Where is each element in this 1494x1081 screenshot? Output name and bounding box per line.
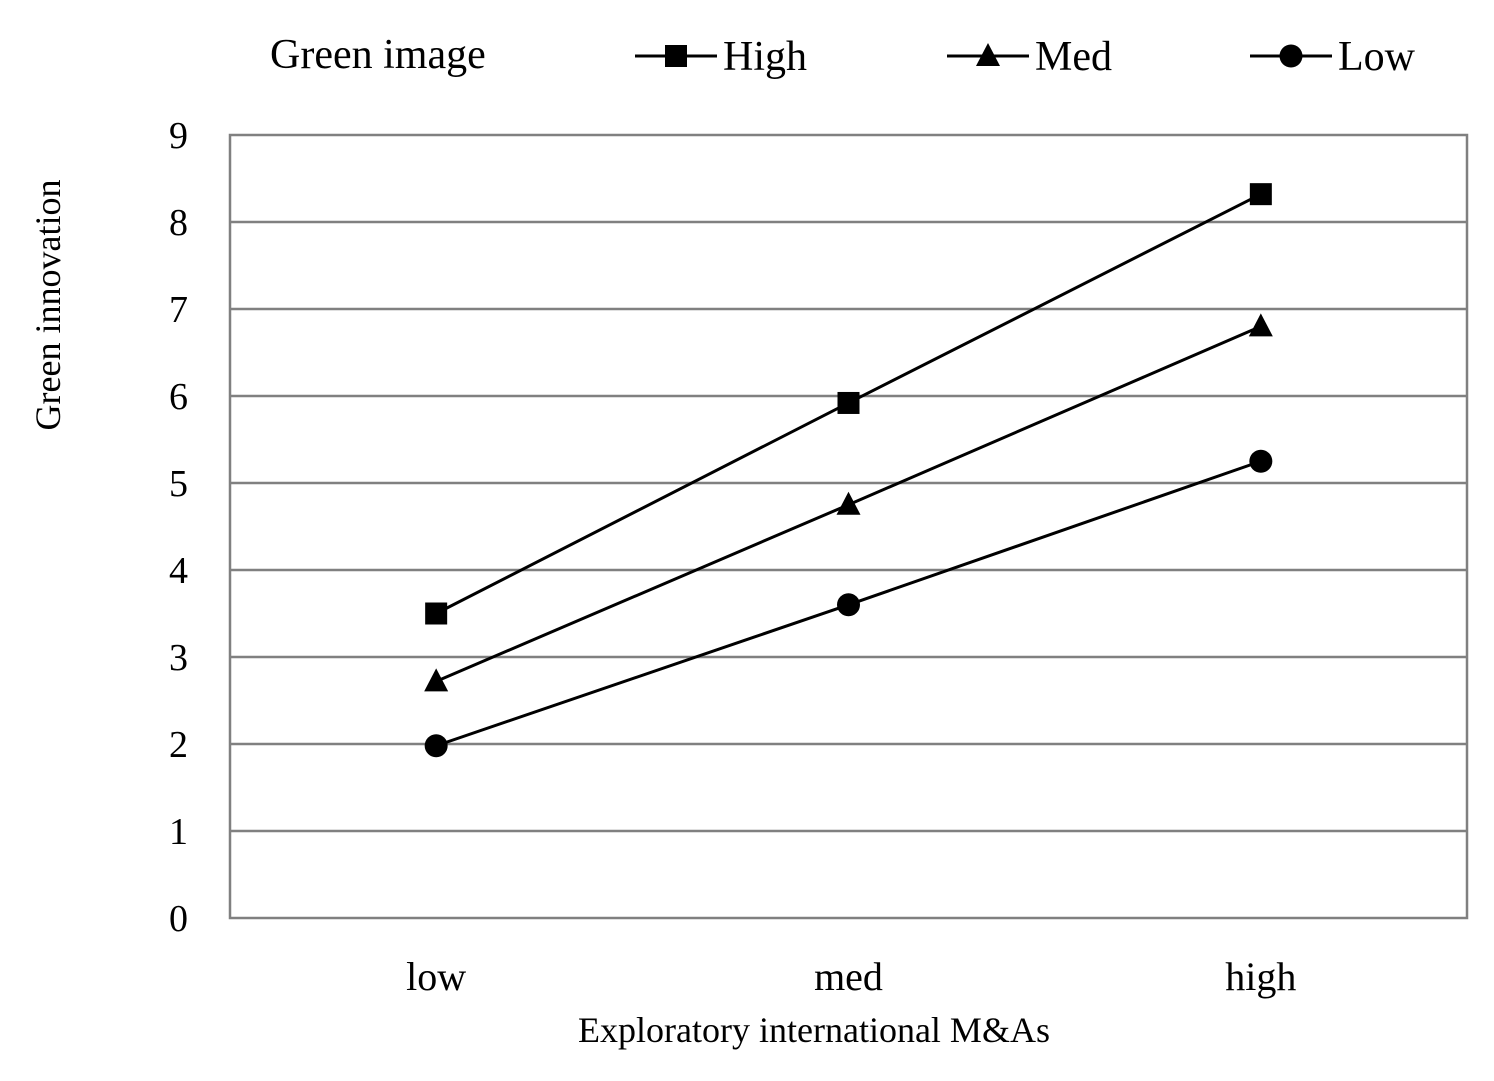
y-tick-label: 2 xyxy=(169,724,188,766)
legend-label: Med xyxy=(1035,34,1112,80)
y-tick-label: 0 xyxy=(169,898,188,940)
series-high xyxy=(425,183,1272,625)
legend-marker xyxy=(665,45,687,67)
data-point xyxy=(836,491,861,515)
legend-title: Green image xyxy=(270,32,486,78)
legend-item-low: Low xyxy=(1250,34,1416,80)
data-point xyxy=(424,668,449,692)
legend-label: High xyxy=(723,34,807,80)
x-tick-label: med xyxy=(814,954,883,999)
series-med xyxy=(424,313,1273,692)
legend-item-med: Med xyxy=(947,34,1112,80)
x-tick-label: low xyxy=(406,954,466,999)
plot-area: 0 1 2 3 4 5 6 7 8 9 low med high xyxy=(169,115,1469,999)
y-axis-title: Green innovation xyxy=(28,180,68,431)
legend-marker xyxy=(976,43,1000,66)
data-point xyxy=(837,593,860,617)
legend-marker xyxy=(1279,44,1303,68)
data-point xyxy=(1249,449,1273,473)
y-tick-label: 5 xyxy=(169,463,188,505)
data-point xyxy=(425,602,448,625)
x-axis-title: Exploratory international M&As xyxy=(578,1010,1050,1050)
y-tick-label: 3 xyxy=(169,637,188,679)
y-tick-label: 7 xyxy=(169,289,188,331)
legend-item-high: High xyxy=(635,34,807,80)
data-point xyxy=(837,391,860,414)
y-tick-label: 6 xyxy=(169,376,188,418)
legend-label: Low xyxy=(1338,34,1416,80)
y-tick-label: 9 xyxy=(169,115,188,157)
plot-frame xyxy=(228,133,1469,920)
data-point xyxy=(424,734,448,758)
x-tick-label: high xyxy=(1225,954,1296,999)
y-tick-label: 1 xyxy=(169,811,188,853)
data-point xyxy=(1248,313,1273,337)
y-tick-label: 4 xyxy=(169,550,188,592)
legend: Green image High Med Low xyxy=(270,32,1416,80)
series-low xyxy=(424,449,1273,758)
data-point xyxy=(1249,183,1272,206)
y-tick-label: 8 xyxy=(169,202,188,244)
